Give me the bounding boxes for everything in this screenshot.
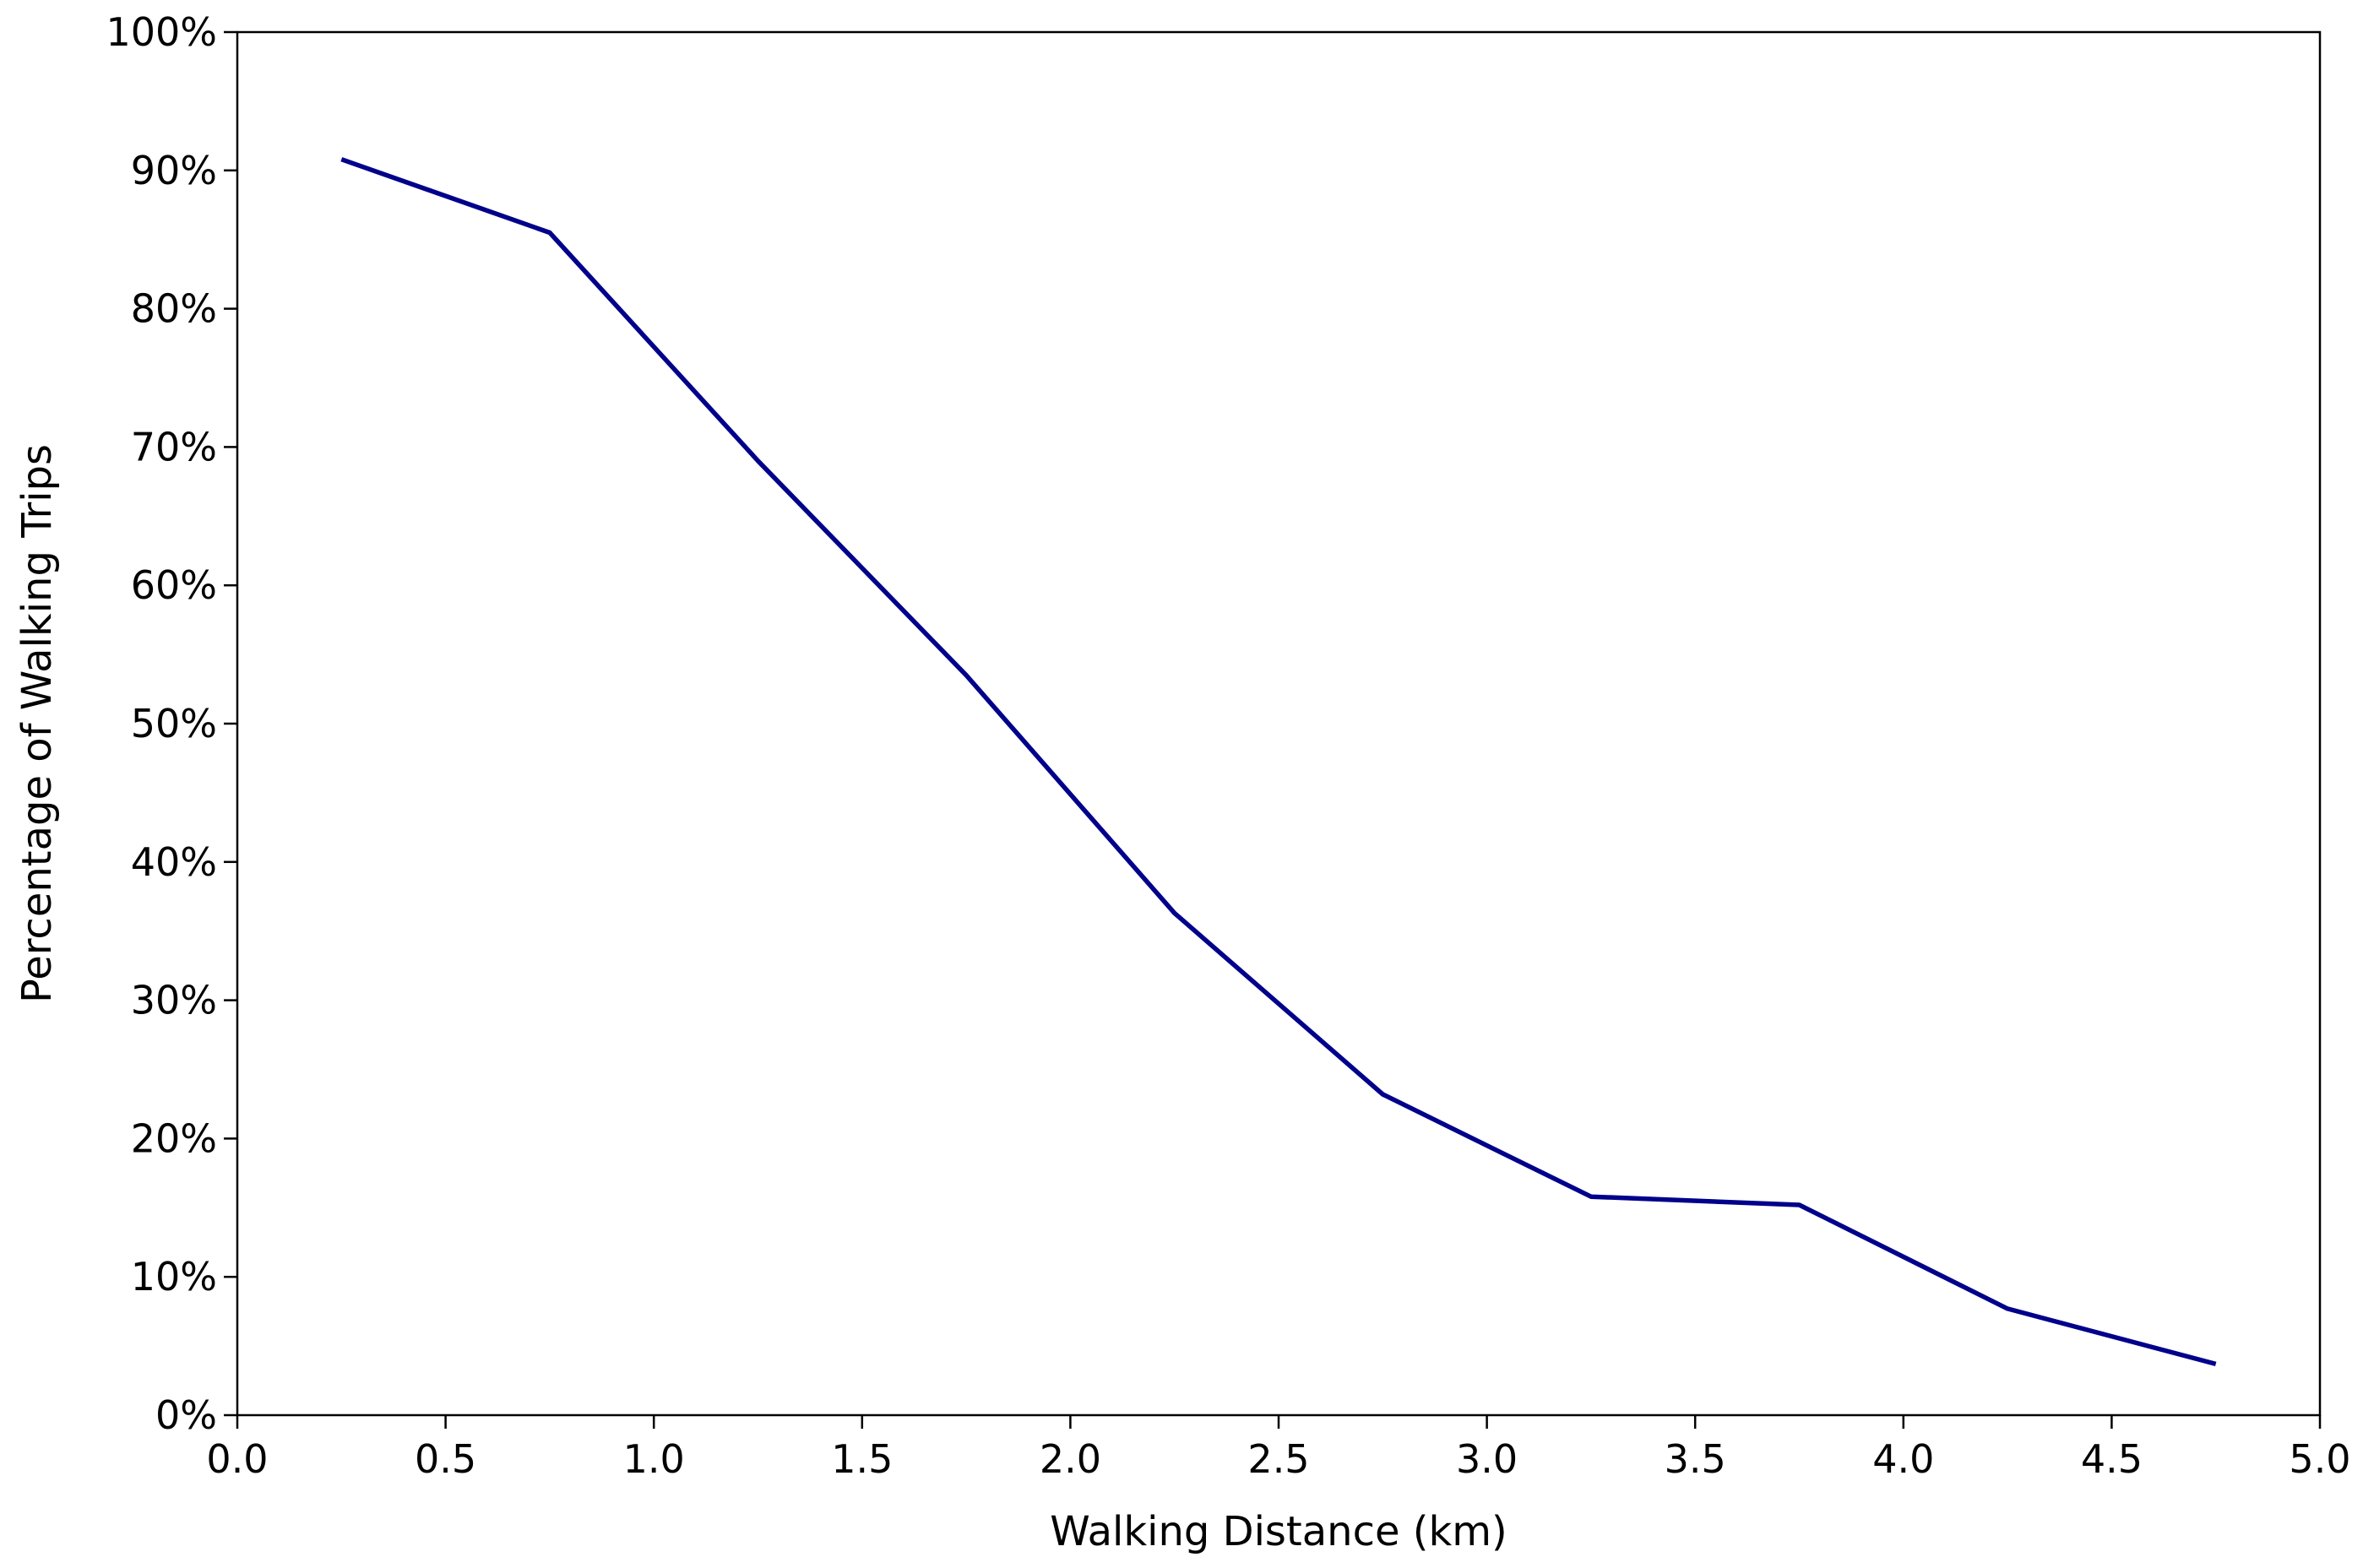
- y-tick-label: 10%: [131, 1254, 217, 1299]
- x-tick-label: 3.0: [1456, 1436, 1518, 1482]
- data-point: [1799, 1204, 1801, 1206]
- y-tick-label: 90%: [131, 148, 217, 193]
- data-point: [965, 675, 967, 676]
- x-tick-label: 0.0: [206, 1436, 268, 1482]
- y-tick-label: 50%: [131, 701, 217, 746]
- data-point: [2215, 1363, 2217, 1365]
- x-tick-label: 2.5: [1247, 1436, 1309, 1482]
- plot-frame: [236, 30, 2322, 1417]
- data-point: [758, 460, 759, 462]
- x-tick-label: 1.5: [831, 1436, 893, 1482]
- x-tick-label: 4.0: [1872, 1436, 1934, 1482]
- x-tick-label: 3.5: [1665, 1436, 1726, 1482]
- y-tick-label: 70%: [131, 424, 217, 469]
- series-line: [340, 157, 2217, 1367]
- y-tick-label: 40%: [131, 839, 217, 885]
- x-tick-label: 4.5: [2081, 1436, 2143, 1482]
- series-layer: [340, 157, 2217, 1367]
- data-point: [2007, 1308, 2008, 1310]
- data-point: [1174, 912, 1176, 914]
- data-point: [1590, 1196, 1592, 1197]
- x-tick-label: 5.0: [2289, 1436, 2350, 1482]
- x-tick-label: 1.0: [623, 1436, 685, 1482]
- y-tick-label: 80%: [131, 286, 217, 332]
- y-axis-label: Percentage of Walking Trips: [14, 444, 61, 1003]
- x-axis-ticks: 0.0 0.5 1.0 1.5 2.0 2.5 3.0 3.5 4.0 4.5 5.0: [206, 1415, 2351, 1482]
- data-point: [1382, 1093, 1383, 1095]
- y-tick-label: 30%: [131, 978, 217, 1023]
- y-tick-label: 0%: [155, 1392, 217, 1438]
- y-tick-label: 60%: [131, 562, 217, 608]
- data-point: [549, 232, 551, 234]
- x-tick-label: 0.5: [415, 1436, 476, 1482]
- data-point: [340, 159, 342, 160]
- y-axis-ticks: 0% 10% 20% 30% 40% 50% 60% 70% 80% 90% 100%: [106, 9, 237, 1438]
- x-tick-label: 2.0: [1040, 1436, 1101, 1482]
- y-tick-label: 100%: [106, 9, 217, 55]
- x-axis-label: Walking Distance (km): [1050, 1508, 1507, 1555]
- y-tick-label: 20%: [131, 1115, 217, 1161]
